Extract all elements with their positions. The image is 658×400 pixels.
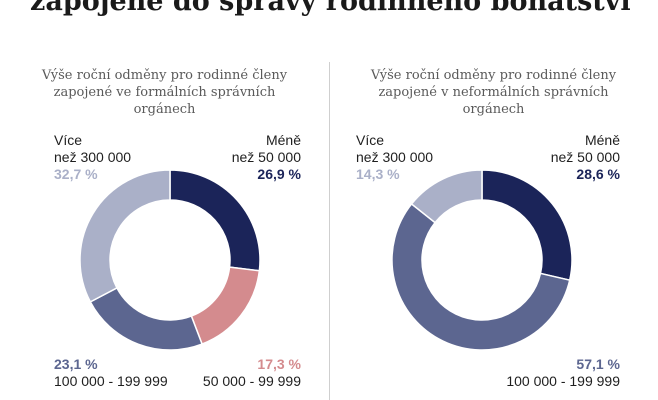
slice-label-100k-199k: 57,1 % 100 000 - 199 999 <box>506 356 620 390</box>
page-title-line: zapojené do správy rodinného bohatství <box>30 0 631 17</box>
page-title: zapojené do správy rodinného bohatství <box>30 0 631 19</box>
donut-slice <box>79 169 171 303</box>
donut-chart-informal <box>391 169 573 351</box>
chart-subtitle-line: orgánech <box>133 102 196 117</box>
category-label: 50 000 - 99 999 <box>202 373 301 389</box>
category-label: Méně <box>584 132 620 148</box>
data-label: 26,9 % <box>257 166 301 182</box>
slice-label-less-50k: Méně než 50 000 28,6 % <box>551 132 620 183</box>
donut-chart-formal <box>79 169 261 351</box>
donut-slice <box>169 169 261 272</box>
chart-subtitle-line: orgánech <box>462 102 525 117</box>
chart-subtitle-line: zapojené ve formálních správních <box>53 85 276 100</box>
slice-label-100k-199k: 23,1 % 100 000 - 199 999 <box>54 356 168 390</box>
chart-subtitle-formal: Výše roční odměny pro rodinné členy zapo… <box>20 67 309 118</box>
data-label: 57,1 % <box>576 356 620 372</box>
slice-label-more-300k: Více než 300 000 32,7 % <box>54 132 131 183</box>
category-label: 100 000 - 199 999 <box>506 373 620 389</box>
chart-subtitle-line: Výše roční odměny pro rodinné členy <box>41 68 288 83</box>
chart-panel-formal: Výše roční odměny pro rodinné členy zapo… <box>0 62 329 400</box>
data-label: 14,3 % <box>356 166 400 182</box>
donut-slice <box>190 266 261 346</box>
donut-slice <box>89 286 204 351</box>
category-label: než 300 000 <box>54 149 132 165</box>
category-label: než 50 000 <box>550 149 620 165</box>
slice-label-less-50k: Méně než 50 000 26,9 % <box>232 132 301 183</box>
donut-slice <box>481 169 573 282</box>
chart-subtitle-line: zapojené v neformálních správních <box>378 85 609 100</box>
data-label: 28,6 % <box>576 166 620 182</box>
chart-subtitle-informal: Výše roční odměny pro rodinné členy zapo… <box>349 67 638 118</box>
category-label: Více <box>54 132 83 148</box>
category-label: než 300 000 <box>356 149 434 165</box>
chart-subtitle-line: Výše roční odměny pro rodinné členy <box>370 68 617 83</box>
slice-label-more-300k: Více než 300 000 14,3 % <box>356 132 433 183</box>
data-label: 17,3 % <box>257 356 301 372</box>
category-label: 100 000 - 199 999 <box>54 373 168 389</box>
slice-label-50k-99k: 17,3 % 50 000 - 99 999 <box>203 356 301 390</box>
donut-slice <box>391 202 571 351</box>
category-label: Více <box>356 132 385 148</box>
data-label: 23,1 % <box>54 356 98 372</box>
panel-divider <box>329 62 330 400</box>
category-label: Méně <box>265 132 301 148</box>
data-label: 32,7 % <box>54 166 98 182</box>
chart-panel-informal: Výše roční odměny pro rodinné členy zapo… <box>329 62 658 400</box>
category-label: než 50 000 <box>231 149 301 165</box>
donut-slice <box>410 169 483 224</box>
